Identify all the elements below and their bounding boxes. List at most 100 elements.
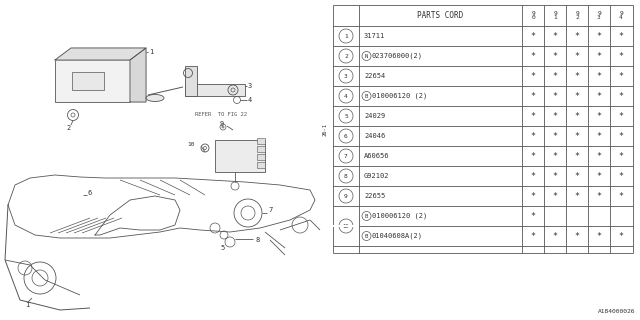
Text: *: * — [531, 71, 536, 81]
Text: *: * — [596, 71, 602, 81]
Text: 24046: 24046 — [364, 133, 385, 139]
Text: *: * — [531, 151, 536, 161]
Text: *: * — [618, 92, 623, 100]
Text: *: * — [531, 111, 536, 121]
Bar — [257, 138, 265, 144]
Text: *: * — [618, 172, 623, 180]
Text: B: B — [365, 234, 368, 238]
Text: *: * — [596, 132, 602, 140]
Text: *: * — [596, 151, 602, 161]
Text: *: * — [552, 71, 557, 81]
Text: *: * — [552, 111, 557, 121]
Ellipse shape — [146, 94, 164, 101]
Text: 31711: 31711 — [364, 33, 385, 39]
Text: 7: 7 — [344, 154, 348, 158]
Bar — [55, 60, 130, 102]
Text: A60656: A60656 — [364, 153, 390, 159]
Text: *: * — [552, 31, 557, 41]
Text: *: * — [618, 52, 623, 60]
Text: 010006120 (2): 010006120 (2) — [372, 213, 428, 219]
Polygon shape — [130, 48, 146, 102]
Text: 10: 10 — [187, 141, 195, 147]
Text: 9
1: 9 1 — [553, 11, 557, 20]
Text: *: * — [596, 111, 602, 121]
Text: 24029: 24029 — [364, 113, 385, 119]
Bar — [185, 84, 245, 96]
Text: PARTS CORD: PARTS CORD — [417, 11, 463, 20]
Text: B: B — [365, 213, 368, 219]
Text: 1: 1 — [149, 49, 153, 55]
Text: *: * — [575, 92, 579, 100]
Bar — [257, 162, 265, 168]
Text: 010006120 (2): 010006120 (2) — [372, 93, 428, 99]
Text: *: * — [618, 111, 623, 121]
Text: *: * — [596, 191, 602, 201]
Text: 9
3: 9 3 — [597, 11, 601, 20]
Text: 6: 6 — [88, 190, 92, 196]
Text: *: * — [552, 52, 557, 60]
Text: *: * — [575, 52, 579, 60]
Text: *: * — [531, 231, 536, 241]
Text: *: * — [596, 172, 602, 180]
Text: *: * — [618, 231, 623, 241]
Text: *: * — [552, 132, 557, 140]
Bar — [257, 154, 265, 160]
Text: 6: 6 — [344, 133, 348, 139]
Text: 2: 2 — [67, 125, 71, 131]
Text: *: * — [531, 172, 536, 180]
Text: 3: 3 — [344, 74, 348, 78]
Text: 4: 4 — [248, 97, 252, 103]
Text: 8: 8 — [255, 237, 259, 243]
Text: *: * — [531, 92, 536, 100]
Bar — [257, 146, 265, 152]
Text: *: * — [552, 231, 557, 241]
Text: *: * — [575, 151, 579, 161]
Text: *: * — [531, 132, 536, 140]
Text: *: * — [618, 31, 623, 41]
Text: 5: 5 — [344, 114, 348, 118]
Text: 023706000(2): 023706000(2) — [372, 53, 423, 59]
Text: 10: 10 — [343, 223, 349, 228]
Text: *: * — [552, 92, 557, 100]
Text: 1: 1 — [25, 302, 29, 308]
Text: *: * — [575, 31, 579, 41]
Text: 22654: 22654 — [364, 73, 385, 79]
Text: 26-1: 26-1 — [323, 123, 328, 135]
Text: 9
4: 9 4 — [619, 11, 623, 20]
Text: *: * — [531, 212, 536, 220]
Text: *: * — [596, 31, 602, 41]
Text: N: N — [365, 53, 368, 59]
Text: 5: 5 — [220, 245, 224, 251]
Text: 22655: 22655 — [364, 193, 385, 199]
Text: 4: 4 — [344, 93, 348, 99]
Text: *: * — [552, 151, 557, 161]
Polygon shape — [55, 48, 146, 60]
Text: *: * — [618, 71, 623, 81]
Text: *: * — [575, 111, 579, 121]
Text: A184000026: A184000026 — [598, 309, 635, 314]
Text: *: * — [552, 191, 557, 201]
Text: 8: 8 — [344, 173, 348, 179]
Text: 9
0: 9 0 — [531, 11, 535, 20]
Bar — [215, 140, 265, 172]
Text: 01040608A(2): 01040608A(2) — [372, 233, 423, 239]
Text: *: * — [531, 31, 536, 41]
Text: *: * — [531, 52, 536, 60]
Text: B: B — [365, 93, 368, 99]
Text: *: * — [618, 151, 623, 161]
Text: *: * — [552, 172, 557, 180]
Text: *: * — [618, 132, 623, 140]
Text: G92102: G92102 — [364, 173, 390, 179]
Text: *: * — [596, 231, 602, 241]
Text: 9
2: 9 2 — [575, 11, 579, 20]
Text: *: * — [575, 191, 579, 201]
Text: 7: 7 — [268, 207, 272, 213]
Bar — [72, 72, 104, 90]
Text: REFER  TO FIG 22: REFER TO FIG 22 — [195, 113, 247, 117]
Text: *: * — [575, 132, 579, 140]
Text: 2: 2 — [344, 53, 348, 59]
Text: 1: 1 — [344, 34, 348, 38]
Text: 3: 3 — [248, 83, 252, 89]
Bar — [185, 66, 197, 96]
Text: *: * — [596, 52, 602, 60]
